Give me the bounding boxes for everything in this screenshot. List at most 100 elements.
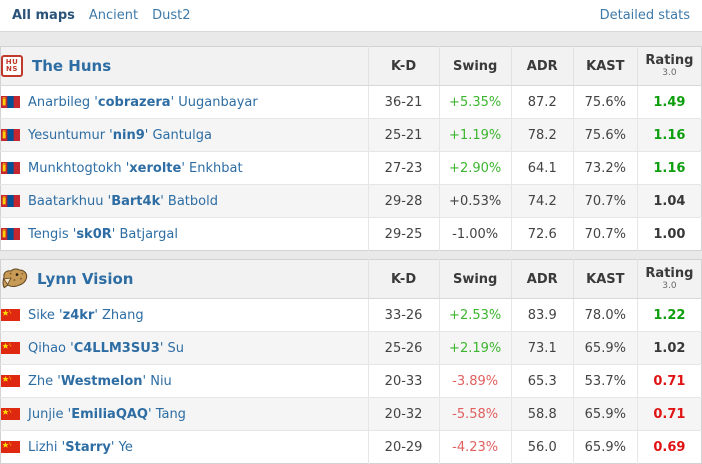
flag-china-icon (1, 375, 20, 387)
rating-value: 1.22 (636, 298, 702, 332)
detailed-stats-link[interactable]: Detailed stats (599, 8, 690, 23)
kast-value: 53.7% (572, 364, 638, 398)
table-row: Anarbileg 'cobrazera' Uuganbayar 36-21 +… (1, 85, 702, 119)
adr-value: 83.9 (510, 298, 574, 332)
column-header-kd: K-D (367, 259, 440, 299)
flag-mongolia-icon (1, 195, 20, 207)
column-header-rating: Rating 3.0 (636, 259, 702, 299)
swing-value: -4.23% (438, 430, 512, 464)
map-tab-all-maps[interactable]: All maps (12, 8, 75, 23)
table-row: Tengis 'sk0R' Batjargal 29-25 -1.00% 72.… (0, 217, 702, 251)
kast-value: 70.7% (572, 184, 638, 218)
team-name-the-huns[interactable]: The Huns (32, 57, 112, 75)
player-link-sk0r[interactable]: Tengis 'sk0R' Batjargal (28, 226, 178, 242)
flag-mongolia-icon (1, 129, 20, 141)
map-tabs: All maps Ancient Dust2 (12, 8, 191, 23)
player-link-westmelon[interactable]: Zhe 'Westmelon' Niu (28, 373, 172, 389)
kast-value: 78.0% (572, 298, 638, 332)
adr-value: 56.0 (510, 430, 574, 464)
column-header-adr: ADR (510, 46, 574, 86)
kast-value: 70.7% (572, 217, 638, 251)
column-header-rating: Rating 3.0 (636, 46, 702, 86)
rating-value: 0.71 (636, 397, 702, 431)
team-name-lynn-vision[interactable]: Lynn Vision (37, 270, 134, 288)
player-link-cobrazera[interactable]: Anarbileg 'cobrazera' Uuganbayar (28, 94, 258, 110)
adr-value: 64.1 (510, 151, 574, 185)
swing-value: +5.35% (438, 85, 512, 119)
swing-value: +2.19% (438, 331, 512, 365)
flag-mongolia-icon (1, 96, 20, 108)
swing-value: -3.89% (438, 364, 512, 398)
rating-value: 1.16 (636, 151, 702, 185)
kd-value: 36-21 (367, 85, 440, 119)
column-header-kast: KAST (572, 46, 638, 86)
adr-value: 78.2 (510, 118, 574, 152)
rating-value: 0.71 (636, 364, 702, 398)
kast-value: 75.6% (572, 85, 638, 119)
adr-value: 65.3 (510, 364, 574, 398)
adr-value: 73.1 (510, 331, 574, 365)
flag-china-icon (1, 441, 20, 453)
table-row: Qihao 'C4LLM3SU3' Su 25-26 +2.19% 73.1 6… (0, 331, 702, 365)
flag-mongolia-icon (1, 228, 20, 240)
maps-filter-bar: All maps Ancient Dust2 Detailed stats (0, 0, 702, 32)
team-stats-table-lynn-vision: Lynn Vision K-D Swing ADR KAST Rating 3.0… (0, 259, 702, 464)
swing-value: -1.00% (438, 217, 512, 251)
player-link-z4kr[interactable]: Sike 'z4kr' Zhang (28, 307, 144, 323)
player-link-xerolte[interactable]: Munkhtogtokh 'xerolte' Enkhbat (28, 160, 243, 176)
map-tab-ancient[interactable]: Ancient (88, 8, 139, 23)
kd-value: 20-32 (367, 397, 440, 431)
map-tab-dust2[interactable]: Dust2 (152, 8, 191, 23)
kd-value: 33-26 (367, 298, 440, 332)
table-row: Lizhi 'Starry' Ye 20-29 -4.23% 56.0 65.9… (0, 430, 702, 464)
swing-value: -5.58% (438, 397, 512, 431)
player-link-starry[interactable]: Lizhi 'Starry' Ye (28, 439, 133, 455)
table-row: Zhe 'Westmelon' Niu 20-33 -3.89% 65.3 53… (0, 364, 702, 398)
kast-value: 73.2% (572, 151, 638, 185)
column-header-adr: ADR (510, 259, 574, 299)
column-header-swing: Swing (438, 259, 512, 299)
flag-china-icon (1, 309, 20, 321)
table-row: Junjie 'EmiliaQAQ' Tang 20-32 -5.58% 58.… (0, 397, 702, 431)
table-row: Yesuntumur 'nin9' Gantulga 25-21 +1.19% … (0, 118, 702, 152)
team-stats-table-the-huns: HU NS The Huns K-D Swing ADR KAST Rating 3… (0, 46, 702, 251)
flag-china-icon (1, 342, 20, 354)
rating-value: 1.49 (636, 85, 702, 119)
adr-value: 87.2 (510, 85, 574, 119)
table-row: Sike 'z4kr' Zhang 33-26 +2.53% 83.9 78.0… (1, 298, 702, 332)
kd-value: 29-28 (367, 184, 440, 218)
the-huns-team-logo-icon: HU NS (1, 55, 23, 77)
team-header-row: HU NS The Huns K-D Swing ADR KAST Rating 3… (0, 46, 702, 86)
kd-value: 27-23 (367, 151, 440, 185)
kd-value: 20-29 (367, 430, 440, 464)
player-link-c4llm3su3[interactable]: Qihao 'C4LLM3SU3' Su (28, 340, 185, 356)
kd-value: 25-26 (367, 331, 440, 365)
rating-value: 1.04 (636, 184, 702, 218)
column-header-swing: Swing (438, 46, 512, 86)
player-link-emiliaqaq[interactable]: Junjie 'EmiliaQAQ' Tang (28, 406, 186, 422)
kd-value: 29-25 (367, 217, 440, 251)
kd-value: 25-21 (367, 118, 440, 152)
flag-mongolia-icon (1, 162, 20, 174)
rating-value: 0.69 (636, 430, 702, 464)
kd-value: 20-33 (367, 364, 440, 398)
adr-value: 74.2 (510, 184, 574, 218)
table-row: Munkhtogtokh 'xerolte' Enkhbat 27-23 +2.… (0, 151, 702, 185)
kast-value: 65.9% (572, 331, 638, 365)
swing-value: +2.90% (438, 151, 512, 185)
rating-value: 1.16 (636, 118, 702, 152)
adr-value: 72.6 (510, 217, 574, 251)
lynn-vision-team-logo-icon (1, 268, 28, 290)
player-link-nin9[interactable]: Yesuntumur 'nin9' Gantulga (28, 127, 212, 143)
adr-value: 58.8 (510, 397, 574, 431)
kast-value: 65.9% (572, 430, 638, 464)
kast-value: 75.6% (572, 118, 638, 152)
swing-value: +1.19% (438, 118, 512, 152)
column-header-kd: K-D (367, 46, 440, 86)
swing-value: +2.53% (438, 298, 512, 332)
rating-value: 1.02 (636, 331, 702, 365)
swing-value: +0.53% (438, 184, 512, 218)
rating-value: 1.00 (636, 217, 702, 251)
player-link-bart4k[interactable]: Baatarkhuu 'Bart4k' Batbold (28, 193, 218, 209)
table-row: Baatarkhuu 'Bart4k' Batbold 29-28 +0.53%… (0, 184, 702, 218)
